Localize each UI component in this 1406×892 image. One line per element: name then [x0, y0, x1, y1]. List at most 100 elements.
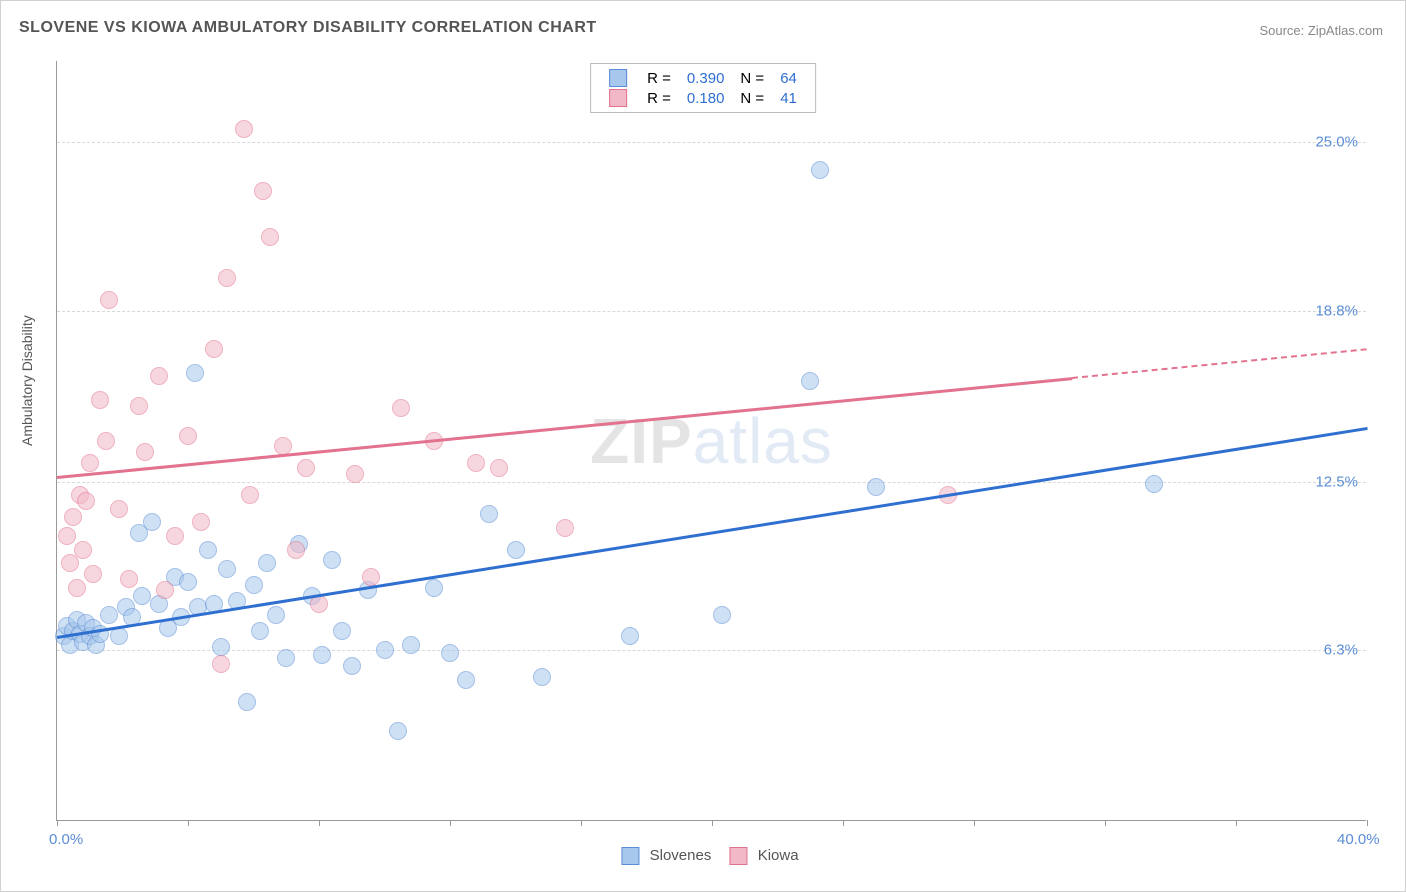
y-tick-label: 12.5% — [1315, 473, 1358, 490]
n-label: N = — [732, 88, 772, 108]
data-point — [110, 627, 128, 645]
trend-line — [57, 377, 1072, 478]
x-tick — [57, 820, 58, 826]
x-tick — [581, 820, 582, 826]
x-tick — [1236, 820, 1237, 826]
data-point — [110, 500, 128, 518]
data-point — [346, 465, 364, 483]
gridline-h — [57, 482, 1366, 483]
slovenes-r-value: 0.390 — [679, 68, 733, 88]
x-tick — [974, 820, 975, 826]
data-point — [425, 579, 443, 597]
watermark-atlas: atlas — [693, 405, 833, 477]
data-point — [389, 722, 407, 740]
x-tick — [843, 820, 844, 826]
data-point — [238, 693, 256, 711]
kiowa-n-value: 41 — [772, 88, 805, 108]
data-point — [212, 655, 230, 673]
data-point — [81, 454, 99, 472]
data-point — [179, 427, 197, 445]
data-point — [143, 513, 161, 531]
y-tick-label: 18.8% — [1315, 302, 1358, 319]
data-point — [480, 505, 498, 523]
data-point — [61, 554, 79, 572]
data-point — [507, 541, 525, 559]
data-point — [218, 269, 236, 287]
data-point — [867, 478, 885, 496]
data-point — [74, 541, 92, 559]
data-point — [258, 554, 276, 572]
correlation-legend: R = 0.390 N = 64 R = 0.180 N = 41 — [590, 63, 816, 113]
data-point — [218, 560, 236, 578]
gridline-h — [57, 142, 1366, 143]
data-point — [261, 228, 279, 246]
data-point — [490, 459, 508, 477]
slovenes-legend-swatch — [621, 847, 639, 865]
data-point — [343, 657, 361, 675]
data-point — [402, 636, 420, 654]
n-label: N = — [732, 68, 772, 88]
y-axis-label: Ambulatory Disability — [19, 315, 35, 446]
x-tick-label: 40.0% — [1337, 831, 1380, 848]
data-point — [58, 527, 76, 545]
data-point — [251, 622, 269, 640]
kiowa-legend-label: Kiowa — [758, 847, 799, 864]
plot-area: ZIPatlas 6.3%12.5%18.8%25.0%0.0%40.0% — [56, 61, 1366, 821]
legend-row-slovenes: R = 0.390 N = 64 — [601, 68, 805, 88]
data-point — [457, 671, 475, 689]
data-point — [120, 570, 138, 588]
data-point — [533, 668, 551, 686]
data-point — [556, 519, 574, 537]
y-tick-label: 6.3% — [1324, 642, 1358, 659]
y-tick-label: 25.0% — [1315, 134, 1358, 151]
data-point — [713, 606, 731, 624]
slovenes-n-value: 64 — [772, 68, 805, 88]
data-point — [130, 397, 148, 415]
data-point — [441, 644, 459, 662]
data-point — [267, 606, 285, 624]
data-point — [362, 568, 380, 586]
data-point — [287, 541, 305, 559]
data-point — [323, 551, 341, 569]
data-point — [199, 541, 217, 559]
r-label: R = — [639, 88, 679, 108]
x-tick-label: 0.0% — [49, 831, 83, 848]
data-point — [150, 367, 168, 385]
x-tick — [450, 820, 451, 826]
r-label: R = — [639, 68, 679, 88]
data-point — [133, 587, 151, 605]
data-point — [192, 513, 210, 531]
slovenes-swatch — [609, 69, 627, 87]
data-point — [186, 364, 204, 382]
data-point — [333, 622, 351, 640]
data-point — [77, 492, 95, 510]
data-point — [64, 508, 82, 526]
x-tick — [188, 820, 189, 826]
trend-line-dashed — [1072, 349, 1367, 380]
gridline-h — [57, 311, 1366, 312]
data-point — [241, 486, 259, 504]
data-point — [621, 627, 639, 645]
data-point — [254, 182, 272, 200]
kiowa-r-value: 0.180 — [679, 88, 733, 108]
data-point — [467, 454, 485, 472]
data-point — [801, 372, 819, 390]
data-point — [156, 581, 174, 599]
chart-title: SLOVENE VS KIOWA AMBULATORY DISABILITY C… — [19, 19, 597, 37]
kiowa-legend-swatch — [730, 847, 748, 865]
data-point — [235, 120, 253, 138]
x-tick — [1367, 820, 1368, 826]
data-point — [68, 579, 86, 597]
x-tick — [1105, 820, 1106, 826]
data-point — [376, 641, 394, 659]
source-attribution: Source: ZipAtlas.com — [1259, 23, 1383, 38]
data-point — [297, 459, 315, 477]
data-point — [91, 391, 109, 409]
data-point — [100, 606, 118, 624]
chart-container: SLOVENE VS KIOWA AMBULATORY DISABILITY C… — [0, 0, 1406, 892]
data-point — [205, 340, 223, 358]
kiowa-swatch — [609, 89, 627, 107]
data-point — [179, 573, 197, 591]
series-legend: Slovenes Kiowa — [607, 847, 798, 865]
data-point — [97, 432, 115, 450]
